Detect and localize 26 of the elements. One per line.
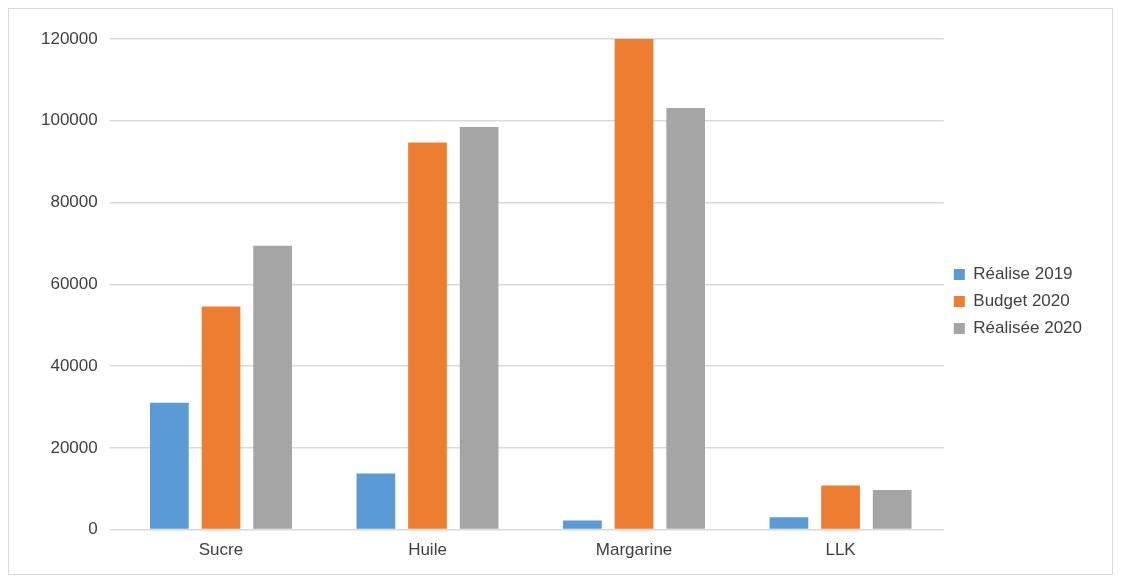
y-tick-label: 80000 [50, 192, 98, 212]
bar [769, 517, 809, 529]
y-tick-label: 40000 [50, 355, 98, 375]
bar [150, 402, 189, 529]
bar [563, 520, 602, 529]
bar [821, 485, 860, 529]
bar [253, 245, 292, 529]
legend-label: Réalisée 2020 [973, 318, 1083, 338]
bar [666, 108, 706, 529]
legend-label: Budget 2020 [973, 291, 1070, 311]
x-tick-label: LLK [825, 540, 857, 560]
y-tick-label: 20000 [50, 437, 98, 457]
y-tick-label: 100000 [40, 110, 98, 130]
legend-label: Réalise 2019 [973, 264, 1073, 284]
bar [356, 473, 396, 529]
bar [459, 126, 499, 529]
x-tick-label: Huile [408, 540, 447, 560]
bar [408, 142, 447, 529]
y-tick-label: 0 [88, 519, 98, 539]
y-tick-label: 60000 [50, 273, 98, 293]
bar [201, 306, 241, 529]
bar [872, 489, 912, 529]
bar [614, 39, 654, 529]
x-tick-label: Sucre [198, 540, 244, 560]
y-tick-label: 120000 [40, 28, 98, 48]
x-tick-label: Margarine [595, 540, 673, 560]
